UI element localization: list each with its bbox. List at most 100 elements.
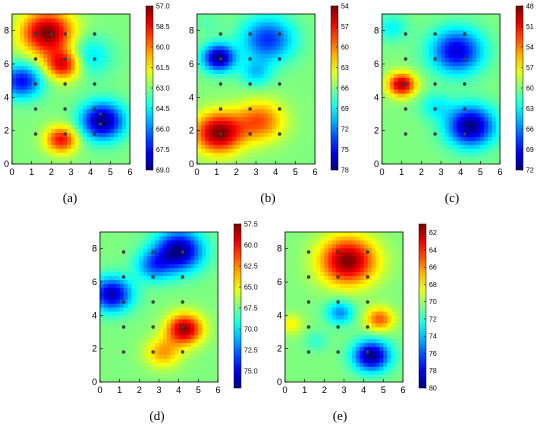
- heatmap-cell: [94, 29, 100, 35]
- heatmap-cell: [460, 112, 466, 118]
- heatmap-cell: [208, 89, 214, 94]
- heatmap-cell: [300, 287, 306, 292]
- heatmap-cell: [421, 152, 426, 157]
- heatmap-cell: [202, 291, 207, 296]
- heatmap-cell: [307, 148, 312, 153]
- heatmap-cell: [464, 69, 470, 74]
- heatmap-cell: [267, 120, 273, 126]
- heatmap-cell: [382, 17, 387, 23]
- heatmap-cell: [220, 37, 226, 43]
- heatmap-cell: [186, 338, 192, 344]
- heatmap-cell: [448, 57, 454, 62]
- heatmap-cell: [23, 156, 29, 161]
- heatmap-cell: [102, 136, 107, 141]
- heatmap-cell: [429, 49, 434, 55]
- heatmap-cell: [102, 45, 107, 51]
- heatmap-cell: [71, 29, 76, 35]
- heatmap-cell: [19, 29, 25, 35]
- heatmap-cell: [425, 81, 430, 86]
- heatmap-cell: [131, 243, 136, 249]
- heatmap-cell: [111, 362, 117, 367]
- heatmap-cell: [452, 45, 458, 51]
- heatmap-cell: [31, 81, 37, 86]
- heatmap-cell: [389, 49, 395, 55]
- heatmap-cell: [126, 29, 130, 35]
- heatmap-cell: [212, 61, 218, 66]
- heatmap-cell: [283, 104, 289, 110]
- heatmap-cell: [236, 92, 241, 98]
- heatmap-cell: [480, 96, 485, 102]
- heatmap-cell: [139, 287, 144, 292]
- heatmap-cell: [425, 144, 430, 149]
- heatmap-cell: [15, 69, 21, 74]
- heatmap-cell: [484, 152, 489, 157]
- heatmap-cell: [299, 29, 304, 35]
- heatmap-cell: [433, 17, 438, 23]
- heatmap-cell: [291, 100, 296, 106]
- heatmap-cell: [288, 342, 294, 348]
- heatmap-cell: [248, 33, 253, 39]
- heatmap-cell: [110, 104, 115, 110]
- heatmap-cell: [456, 104, 462, 110]
- heatmap-cell: [271, 120, 277, 126]
- heatmap-cell: [444, 57, 450, 62]
- heatmap-cell: [295, 144, 300, 149]
- heatmap-cell: [119, 287, 125, 292]
- heatmap-cell: [468, 33, 474, 39]
- heatmap-cell: [86, 100, 92, 106]
- heatmap-cell: [182, 374, 188, 379]
- heatmap-cell: [208, 65, 214, 70]
- heatmap-cell: [139, 291, 144, 296]
- heatmap-cell: [114, 21, 119, 27]
- heatmap-cell: [55, 41, 60, 47]
- heatmap-cell: [299, 53, 304, 59]
- heatmap-cell: [429, 25, 434, 31]
- heatmap-cell: [43, 33, 48, 39]
- heatmap-cell: [472, 14, 477, 19]
- heatmap-cell: [174, 338, 180, 344]
- heatmap-cell: [441, 17, 446, 23]
- heatmap-cell: [190, 239, 195, 245]
- heatmap-cell: [464, 17, 470, 23]
- heatmap-cell: [55, 14, 60, 19]
- heatmap-cell: [476, 116, 481, 122]
- heatmap-cell: [232, 33, 237, 39]
- heatmap-cell: [421, 17, 426, 23]
- heatmap-cell: [74, 29, 80, 35]
- heatmap-cell: [194, 342, 199, 348]
- heatmap-cell: [143, 334, 148, 340]
- heatmap-cell: [468, 81, 474, 86]
- heatmap-cell: [178, 310, 184, 316]
- heatmap-cell: [216, 21, 222, 27]
- heatmap-cell: [484, 85, 489, 90]
- heatmap-cell: [285, 362, 290, 367]
- heatmap-cell: [417, 65, 422, 70]
- heatmap-cell: [127, 259, 133, 265]
- heatmap-cell: [267, 14, 273, 19]
- heatmap-cell: [224, 73, 230, 78]
- heatmap-cell: [385, 116, 391, 122]
- heatmap-cell: [405, 124, 411, 130]
- heatmap-cell: [131, 232, 136, 237]
- heatmap-cell: [248, 73, 253, 78]
- heatmap-cell: [437, 96, 442, 102]
- sensor-point: [462, 82, 467, 86]
- heatmap-cell: [476, 81, 481, 86]
- heatmap-cell: [303, 45, 308, 51]
- heatmap-cell: [441, 49, 446, 55]
- heatmap-cell: [448, 14, 454, 19]
- heatmap-cell: [178, 235, 184, 241]
- heatmap-cell: [267, 49, 273, 55]
- heatmap-cell: [417, 61, 422, 66]
- heatmap-cell: [78, 89, 84, 94]
- heatmap-cell: [127, 338, 133, 344]
- heatmap-cell: [126, 69, 130, 74]
- heatmap-cell: [271, 81, 277, 86]
- heatmap-cell: [409, 17, 415, 23]
- heatmap-cell: [437, 160, 442, 164]
- heatmap-cell: [492, 29, 497, 35]
- heatmap-cell: [240, 124, 245, 130]
- y-tick-label: 6: [92, 277, 97, 287]
- heatmap-cell: [214, 314, 218, 320]
- heatmap-cell: [39, 77, 45, 82]
